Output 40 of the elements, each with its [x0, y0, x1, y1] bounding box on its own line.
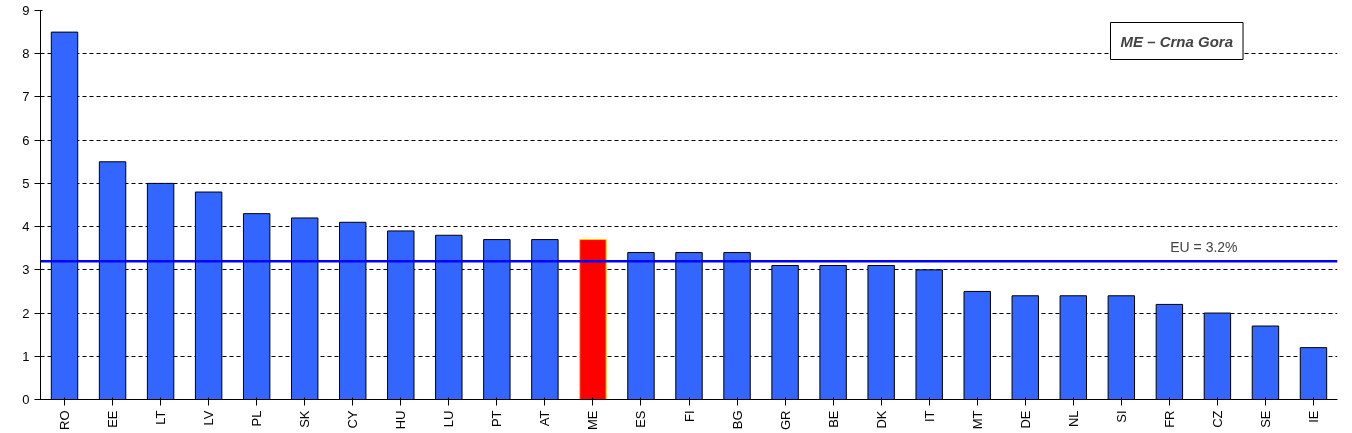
x-tick-label: DE: [1017, 410, 1033, 429]
y-tick-label: 4: [22, 219, 30, 235]
y-tick-label: 3: [22, 262, 30, 278]
x-tick-label: EE: [105, 410, 121, 428]
x-tick-label: AT: [537, 410, 553, 427]
x-tick-label: CY: [345, 410, 361, 429]
x-tick-label: LT: [153, 410, 169, 425]
y-tick-label: 1: [22, 348, 30, 364]
x-tick-label: GR: [777, 410, 793, 430]
x-tick-label: FI: [681, 410, 697, 423]
x-tick-label: SI: [1113, 410, 1129, 423]
x-tick-label: CZ: [1209, 410, 1225, 428]
x-tick-label: LU: [441, 410, 457, 428]
x-tick-label: DK: [873, 410, 889, 429]
y-tick-label: 2: [22, 305, 30, 321]
x-tick-label: HU: [393, 410, 409, 430]
x-tick-label: BE: [825, 410, 841, 428]
y-tick-label: 7: [22, 89, 30, 105]
x-tick-label: SE: [1257, 410, 1273, 428]
x-tick-label: PL: [249, 410, 265, 427]
x-tick-label: LV: [201, 410, 217, 426]
y-tick-label: 5: [22, 175, 30, 191]
x-tick-label: MT: [969, 410, 985, 430]
x-tick-label: RO: [57, 410, 73, 430]
x-tick-label: IE: [1305, 410, 1321, 423]
x-tick-label: PT: [489, 410, 505, 428]
y-tick-label: 9: [22, 3, 30, 18]
x-tick-label: ME: [585, 410, 601, 430]
x-tick-label: BG: [729, 410, 745, 430]
ref-line-label: EU = 3.2%: [1170, 239, 1238, 256]
x-tick-label: ES: [633, 410, 649, 428]
x-tick-label: FR: [1161, 410, 1177, 428]
x-tick-label: NL: [1065, 410, 1081, 428]
bar: [579, 239, 607, 400]
y-tick-label: 0: [22, 392, 30, 407]
x-tick-label: IT: [921, 410, 937, 423]
x-tick-label: SK: [297, 410, 313, 428]
y-tick-label: 8: [22, 46, 30, 62]
annotation: ME – Crna Gora: [1120, 32, 1234, 50]
y-tick-label: 6: [22, 132, 30, 148]
